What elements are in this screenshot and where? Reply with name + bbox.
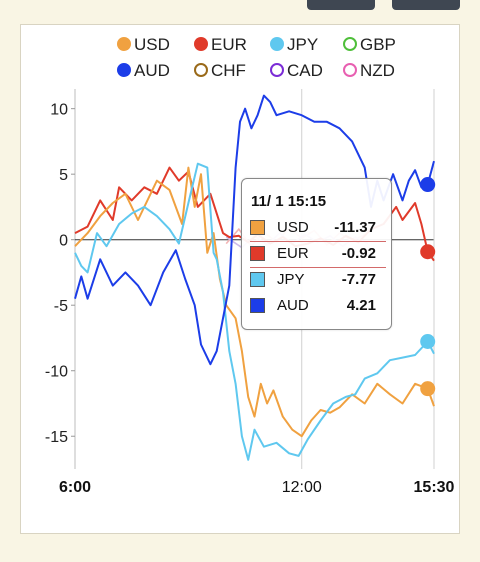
- x-tick-label: 6:00: [59, 479, 91, 496]
- series-line-usd: [74, 166, 435, 438]
- legend-item-jpy: JPY: [270, 35, 318, 54]
- tooltip-series-value: -0.92: [341, 245, 376, 262]
- y-tick-label: -10: [45, 364, 68, 381]
- legend-marker-aud: [117, 63, 131, 77]
- tooltip-title: 11/ 1 15:15: [251, 193, 327, 210]
- legend-marker-nzd: [343, 63, 357, 77]
- series-marker-jpy: [420, 334, 436, 350]
- y-tick-label: 0: [59, 233, 68, 250]
- legend-item-aud: AUD: [117, 61, 170, 80]
- legend-item-usd: USD: [117, 35, 170, 54]
- legend-label-cad: CAD: [287, 61, 323, 80]
- legend-marker-cad: [270, 63, 284, 77]
- y-axis: 10 5 0 -5 -10 -15: [45, 102, 68, 447]
- tooltip: 11/ 1 15:15 USD -11.37 EUR -0.92 JPY -7.77 AUD…: [241, 178, 392, 330]
- tooltip-series-name: AUD: [277, 297, 309, 314]
- series-line-jpy: [74, 162, 435, 461]
- legend-label-nzd: NZD: [360, 61, 395, 80]
- legend: USD EUR JPY GBP AUD CHF CAD NZD: [117, 35, 396, 80]
- x-tick-label: 15:30: [414, 479, 455, 496]
- legend-marker-chf: [194, 63, 208, 77]
- legend-marker-jpy: [270, 37, 284, 51]
- series-marker-eur: [420, 244, 436, 260]
- legend-marker-usd: [117, 37, 131, 51]
- legend-item-cad: CAD: [270, 61, 323, 80]
- tooltip-swatch: [250, 298, 265, 313]
- tooltip-swatch: [250, 272, 265, 287]
- legend-item-chf: CHF: [194, 61, 246, 80]
- legend-item-nzd: NZD: [343, 61, 395, 80]
- tooltip-swatch: [250, 246, 265, 261]
- series-marker-usd: [420, 381, 436, 397]
- legend-label-eur: EUR: [211, 35, 247, 54]
- tooltip-row-usd: USD -11.37: [250, 217, 386, 242]
- tooltip-swatch: [250, 220, 265, 235]
- y-tick-label: 10: [50, 102, 68, 119]
- tooltip-row-aud: AUD 4.21: [250, 295, 384, 317]
- legend-label-chf: CHF: [211, 61, 246, 80]
- x-tick-label: 12:00: [282, 479, 322, 496]
- tooltip-row-eur: EUR -0.92: [250, 243, 386, 268]
- x-axis: 6:00 12:00 15:30: [59, 479, 455, 496]
- y-tick-label: -5: [54, 298, 68, 315]
- top-tab-left[interactable]: [307, 0, 375, 10]
- legend-item-gbp: GBP: [343, 35, 396, 54]
- tooltip-series-name: JPY: [277, 271, 305, 288]
- chart-card: USD EUR JPY GBP AUD CHF CAD NZD 10 5 0 -5 -10 -15 6:…: [20, 24, 460, 534]
- tooltip-row-divider: [250, 267, 386, 268]
- legend-label-gbp: GBP: [360, 35, 396, 54]
- legend-label-usd: USD: [134, 35, 170, 54]
- series-marker-aud: [420, 177, 436, 193]
- legend-label-aud: AUD: [134, 61, 170, 80]
- top-tab-right[interactable]: [392, 0, 460, 10]
- tooltip-series-name: USD: [277, 219, 309, 236]
- series-markers: [420, 177, 436, 397]
- tooltip-series-value: -7.77: [341, 271, 376, 288]
- tooltip-row-divider: [250, 241, 386, 242]
- tooltip-series-value: -11.37: [334, 219, 376, 236]
- y-tick-label: 5: [59, 167, 68, 184]
- tooltip-series-value: 4.21: [346, 297, 376, 314]
- tooltip-series-name: EUR: [277, 245, 309, 262]
- legend-item-eur: EUR: [194, 35, 247, 54]
- y-tick-label: -15: [45, 429, 68, 446]
- tooltip-row-jpy: JPY -7.77: [250, 269, 384, 291]
- legend-marker-gbp: [343, 37, 357, 51]
- legend-marker-eur: [194, 37, 208, 51]
- legend-label-jpy: JPY: [287, 35, 318, 54]
